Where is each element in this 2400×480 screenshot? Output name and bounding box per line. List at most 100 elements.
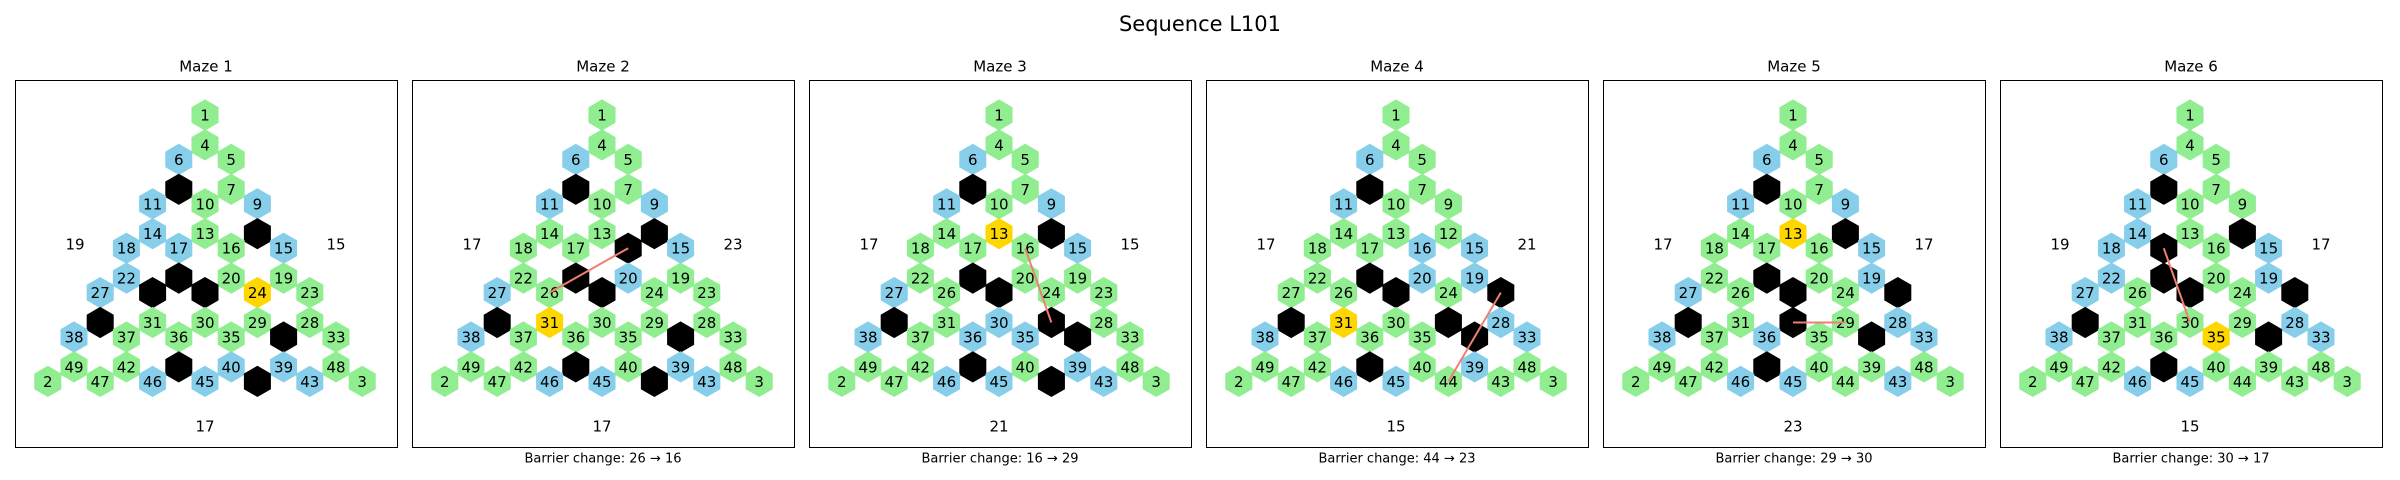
cell-label: 39 xyxy=(1862,358,1881,376)
hex-cell xyxy=(1142,365,1170,397)
cell-label: 11 xyxy=(1334,195,1353,213)
hex-cell xyxy=(588,218,616,250)
maze-panel: Maze 61234567891011121314151617181920212… xyxy=(2000,58,2383,467)
hex-cell xyxy=(1831,365,1859,397)
cell-label: 12 xyxy=(2233,225,2252,243)
cell-label: 44 xyxy=(1042,373,1061,391)
hex-cell xyxy=(1753,262,1781,294)
hex-cell xyxy=(1779,129,1807,161)
hex-cell xyxy=(1884,306,1912,339)
hex-cell xyxy=(1251,321,1279,353)
hex-cell xyxy=(985,306,1013,339)
cell-label: 15 xyxy=(1068,240,1087,258)
hex-cell xyxy=(1700,321,1728,353)
hex-cell xyxy=(536,365,564,397)
hex-cell xyxy=(165,351,193,383)
cell-label: 14 xyxy=(1731,225,1750,243)
hex-cell xyxy=(959,351,987,383)
cell-label: 33 xyxy=(2311,329,2330,347)
cell-label: 44 xyxy=(1439,373,1458,391)
cell-label: 8 xyxy=(1762,181,1772,199)
hex-cell xyxy=(1116,321,1144,353)
cell-label: 18 xyxy=(117,240,136,258)
hex-cell xyxy=(906,262,934,294)
hex-cell xyxy=(1513,351,1541,383)
hex-cell xyxy=(2045,351,2073,383)
cell-label: 32 xyxy=(2076,314,2095,332)
cell-label: 45 xyxy=(195,373,214,391)
cell-label: 42 xyxy=(514,358,533,376)
cell-label: 21 xyxy=(1757,270,1776,288)
hex-cell xyxy=(2150,321,2178,353)
hex-cell xyxy=(1487,306,1515,339)
hex-cell xyxy=(2228,188,2256,220)
cell-label: 46 xyxy=(2128,373,2147,391)
hex-cell xyxy=(296,306,324,339)
cell-label: 12 xyxy=(1836,225,1855,243)
hex-cell xyxy=(933,365,961,397)
hex-cell xyxy=(1090,365,1118,397)
side-left: 17 xyxy=(1256,236,1275,254)
hex-cell xyxy=(614,143,642,175)
cell-label: 46 xyxy=(937,373,956,391)
hex-cell xyxy=(1408,262,1436,294)
cell-label: 47 xyxy=(1679,373,1698,391)
hex-cell xyxy=(1831,218,1859,250)
cell-label: 45 xyxy=(2180,373,2199,391)
maze-panel: Maze 31234567891011121314151617181920212… xyxy=(809,58,1192,467)
hex-cell xyxy=(745,365,773,397)
cell-label: 2 xyxy=(440,373,450,391)
hex-cell xyxy=(165,321,193,353)
cell-label: 7 xyxy=(1814,181,1824,199)
hex-cell xyxy=(348,365,376,397)
hex-cell xyxy=(457,321,485,353)
cell-label: 42 xyxy=(911,358,930,376)
cell-label: 6 xyxy=(1365,151,1375,169)
panel-frame xyxy=(15,80,398,448)
hex-cell xyxy=(828,365,856,397)
cell-label: 40 xyxy=(2207,358,2226,376)
hex-cell xyxy=(1356,262,1384,294)
cell-label: 19 xyxy=(2259,270,2278,288)
cell-label: 1 xyxy=(2185,107,2195,125)
side-bottom: 15 xyxy=(1386,418,1405,436)
hex-cell xyxy=(1303,262,1331,294)
hex-cell xyxy=(588,306,616,339)
cell-label: 11 xyxy=(1731,195,1750,213)
cell-label: 27 xyxy=(1679,284,1698,302)
cell-label: 18 xyxy=(1705,240,1724,258)
hex-cell xyxy=(243,218,271,250)
cell-label: 37 xyxy=(514,329,533,347)
cell-label: 9 xyxy=(2238,195,2248,213)
hex-cell xyxy=(112,321,140,353)
hex-cell xyxy=(86,365,114,397)
hex-cell xyxy=(457,351,485,383)
cell-label: 9 xyxy=(1444,195,1454,213)
hex-cell xyxy=(243,365,271,397)
cell-label: 35 xyxy=(1413,329,1432,347)
hex-cell xyxy=(191,218,219,250)
cell-label: 26 xyxy=(937,284,956,302)
hex-cell xyxy=(243,306,271,339)
hex-cell xyxy=(2124,188,2152,220)
barrier-line xyxy=(1024,247,1053,323)
hex-cell xyxy=(1356,232,1384,264)
hex-cell xyxy=(483,277,511,309)
cell-label: 28 xyxy=(1888,314,1907,332)
cell-label: 38 xyxy=(1255,329,1274,347)
cell-label: 31 xyxy=(937,314,956,332)
cell-label: 11 xyxy=(540,195,559,213)
hex-cell xyxy=(1408,143,1436,175)
hex-cell xyxy=(2124,277,2152,309)
cell-label: 2 xyxy=(1234,373,1244,391)
cell-label: 19 xyxy=(1465,270,1484,288)
cell-label: 39 xyxy=(1465,358,1484,376)
side-bottom: 15 xyxy=(2180,418,2199,436)
cell-label: 14 xyxy=(1334,225,1353,243)
cell-label: 2 xyxy=(2028,373,2038,391)
cell-label: 49 xyxy=(1652,358,1671,376)
cell-label: 49 xyxy=(2049,358,2068,376)
cell-label: 26 xyxy=(1334,284,1353,302)
hex-cell xyxy=(985,365,1013,397)
cell-label: 42 xyxy=(117,358,136,376)
